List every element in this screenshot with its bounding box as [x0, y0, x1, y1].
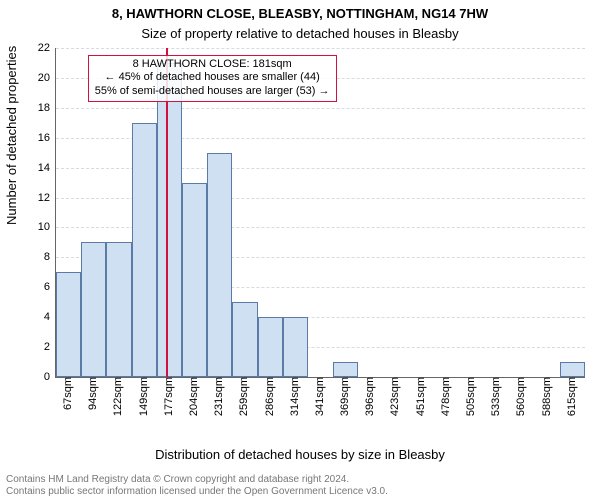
y-tick: 12 — [38, 192, 56, 204]
x-tick: 259sqm — [232, 377, 250, 416]
attribution-line1: Contains HM Land Registry data © Crown c… — [6, 474, 349, 485]
x-tick: 396sqm — [358, 377, 376, 416]
chart-title-line2: Size of property relative to detached ho… — [0, 26, 600, 41]
x-tick: 286sqm — [258, 377, 276, 416]
histogram-bar — [81, 242, 106, 377]
x-tick: 533sqm — [484, 377, 502, 416]
x-tick: 369sqm — [333, 377, 351, 416]
histogram-bar — [258, 317, 283, 377]
x-tick: 67sqm — [56, 377, 74, 410]
gridline — [56, 108, 585, 109]
y-tick: 10 — [38, 221, 56, 233]
plot-area: 024681012141618202267sqm94sqm122sqm149sq… — [55, 48, 585, 378]
annotation-line1: 8 HAWTHORN CLOSE: 181sqm — [95, 58, 330, 72]
attribution: Contains HM Land Registry data © Crown c… — [6, 474, 388, 498]
histogram-bar — [283, 317, 308, 377]
annotation-line3: 55% of semi-detached houses are larger (… — [95, 85, 330, 99]
histogram-bar — [106, 242, 131, 377]
histogram-bar — [132, 123, 157, 377]
annotation-line2: ← 45% of detached houses are smaller (44… — [95, 71, 330, 85]
x-tick: 478sqm — [434, 377, 452, 416]
gridline — [56, 48, 585, 49]
y-tick: 6 — [44, 281, 56, 293]
attribution-line2: Contains public sector information licen… — [6, 486, 388, 497]
x-tick: 451sqm — [409, 377, 427, 416]
histogram-chart: 8, HAWTHORN CLOSE, BLEASBY, NOTTINGHAM, … — [0, 0, 600, 500]
y-tick: 0 — [44, 371, 56, 383]
x-tick: 505sqm — [459, 377, 477, 416]
chart-title-line1: 8, HAWTHORN CLOSE, BLEASBY, NOTTINGHAM, … — [0, 6, 600, 21]
y-tick: 18 — [38, 102, 56, 114]
annotation-box: 8 HAWTHORN CLOSE: 181sqm← 45% of detache… — [88, 55, 337, 102]
y-tick: 4 — [44, 311, 56, 323]
x-tick: 314sqm — [283, 377, 301, 416]
x-tick: 341sqm — [308, 377, 326, 416]
x-tick: 560sqm — [509, 377, 527, 416]
histogram-bar — [157, 63, 182, 377]
y-tick: 22 — [38, 42, 56, 54]
x-tick: 94sqm — [81, 377, 99, 410]
y-axis-label: Number of detached properties — [4, 46, 19, 225]
x-tick: 204sqm — [182, 377, 200, 416]
x-tick: 588sqm — [535, 377, 553, 416]
x-tick: 231sqm — [207, 377, 225, 416]
histogram-bar — [232, 302, 257, 377]
histogram-bar — [182, 183, 207, 377]
histogram-bar — [560, 362, 585, 377]
y-tick: 20 — [38, 72, 56, 84]
x-tick: 122sqm — [106, 377, 124, 416]
x-tick: 615sqm — [560, 377, 578, 416]
histogram-bar — [333, 362, 358, 377]
x-tick: 177sqm — [157, 377, 175, 416]
x-axis-label: Distribution of detached houses by size … — [0, 447, 600, 462]
y-tick: 2 — [44, 341, 56, 353]
x-tick: 149sqm — [132, 377, 150, 416]
y-tick: 14 — [38, 162, 56, 174]
histogram-bar — [207, 153, 232, 377]
x-tick: 423sqm — [383, 377, 401, 416]
y-tick: 16 — [38, 132, 56, 144]
histogram-bar — [56, 272, 81, 377]
y-tick: 8 — [44, 251, 56, 263]
